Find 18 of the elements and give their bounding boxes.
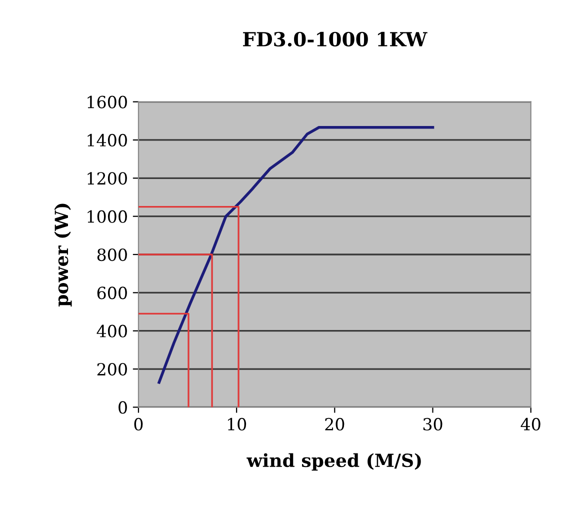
chart-title: FD3.0-1000 1KW [243,32,428,47]
y-axis-title: power (W) [54,204,72,307]
x-tick-label: 40 [520,418,540,431]
x-tick-label: 20 [325,418,344,431]
y-tick-label: 1200 [88,172,127,185]
y-tick-label: 800 [97,248,127,262]
y-tick-label: 1600 [88,96,127,108]
y-tick-label: 600 [97,286,127,300]
y-tick-label: 1400 [88,134,127,147]
y-tick-label: 400 [96,324,127,338]
y-tick-label: 200 [97,362,127,376]
x-axis-title: wind speed (M/S) [246,453,421,471]
x-tick-label: 10 [228,418,246,431]
x-tick-label: 0 [134,418,143,431]
line-series [158,126,434,384]
y-tick-label: 1000 [88,210,127,223]
x-tick-label: 30 [423,418,442,431]
y-tick-label: 0 [118,401,127,414]
